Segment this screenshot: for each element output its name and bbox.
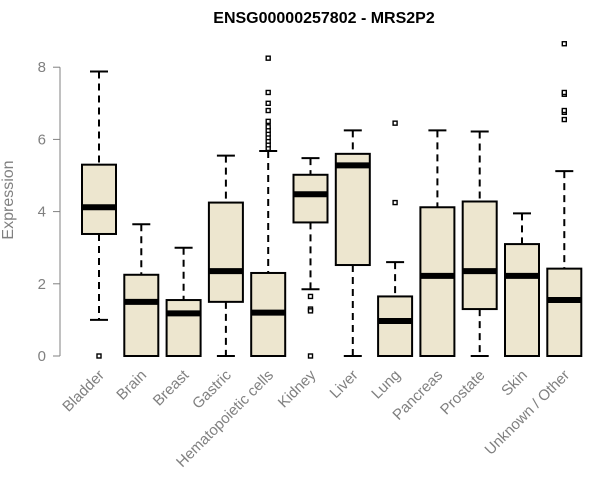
box-iqr <box>377 295 414 357</box>
outlier-point <box>307 353 314 359</box>
outlier-point <box>265 118 271 125</box>
outlier-point <box>265 107 271 114</box>
outlier-point <box>265 89 271 96</box>
box-iqr <box>419 206 456 357</box>
box-breast <box>165 246 202 358</box>
box-iqr <box>123 273 160 357</box>
outlier-point <box>265 100 271 107</box>
y-tick-label: 2 <box>38 276 46 293</box>
box-hematopoietic-cells <box>250 55 287 357</box>
x-tick-label: Lung <box>368 367 404 403</box>
outlier-point <box>265 124 271 130</box>
box-iqr <box>461 200 498 311</box>
box-iqr <box>81 163 117 235</box>
box-bladder <box>81 70 117 359</box>
y-tick-label: 6 <box>38 131 46 148</box>
box-kidney <box>292 157 329 359</box>
box-pancreas <box>419 129 456 357</box>
outlier-point <box>392 120 398 126</box>
box-iqr <box>207 201 244 303</box>
x-tick-label: Bladder <box>59 367 108 416</box>
box-iqr <box>165 299 202 358</box>
box-prostate <box>461 130 498 357</box>
x-tick-label: Skin <box>498 367 531 400</box>
outlier-point <box>265 55 271 61</box>
box-iqr <box>292 173 329 224</box>
outlier-point <box>561 107 567 114</box>
x-tick-label: Brain <box>113 367 150 404</box>
box-brain <box>123 223 160 357</box>
outlier-point <box>307 308 314 314</box>
y-tick-label: 8 <box>38 59 46 76</box>
box-liver <box>334 129 371 357</box>
x-tick-label: Liver <box>327 367 362 402</box>
box-iqr <box>334 152 371 267</box>
y-tick-label: 0 <box>38 348 46 365</box>
outlier-point <box>561 41 567 47</box>
box-gastric <box>207 154 244 357</box>
box-skin <box>504 212 540 357</box>
y-axis-label: Expression <box>0 160 17 239</box>
box-unknown-other <box>546 41 583 357</box>
box-iqr <box>546 267 583 357</box>
x-tick-label: Kidney <box>275 366 320 411</box>
outlier-point <box>392 199 398 206</box>
y-axis: 0 2 4 6 8 <box>38 59 61 365</box>
x-tick-label: Prostate <box>437 367 489 419</box>
boxes-group <box>81 41 583 359</box>
box-iqr <box>504 243 540 357</box>
outlier-point <box>307 293 314 300</box>
box-lung <box>377 120 414 357</box>
outlier-point <box>96 353 102 359</box>
outlier-point <box>561 116 567 123</box>
x-tick-label: Breast <box>150 366 193 409</box>
outlier-point <box>561 89 567 96</box>
chart-title: ENSG00000257802 - MRS2P2 <box>213 10 435 27</box>
y-tick-label: 4 <box>38 204 46 221</box>
